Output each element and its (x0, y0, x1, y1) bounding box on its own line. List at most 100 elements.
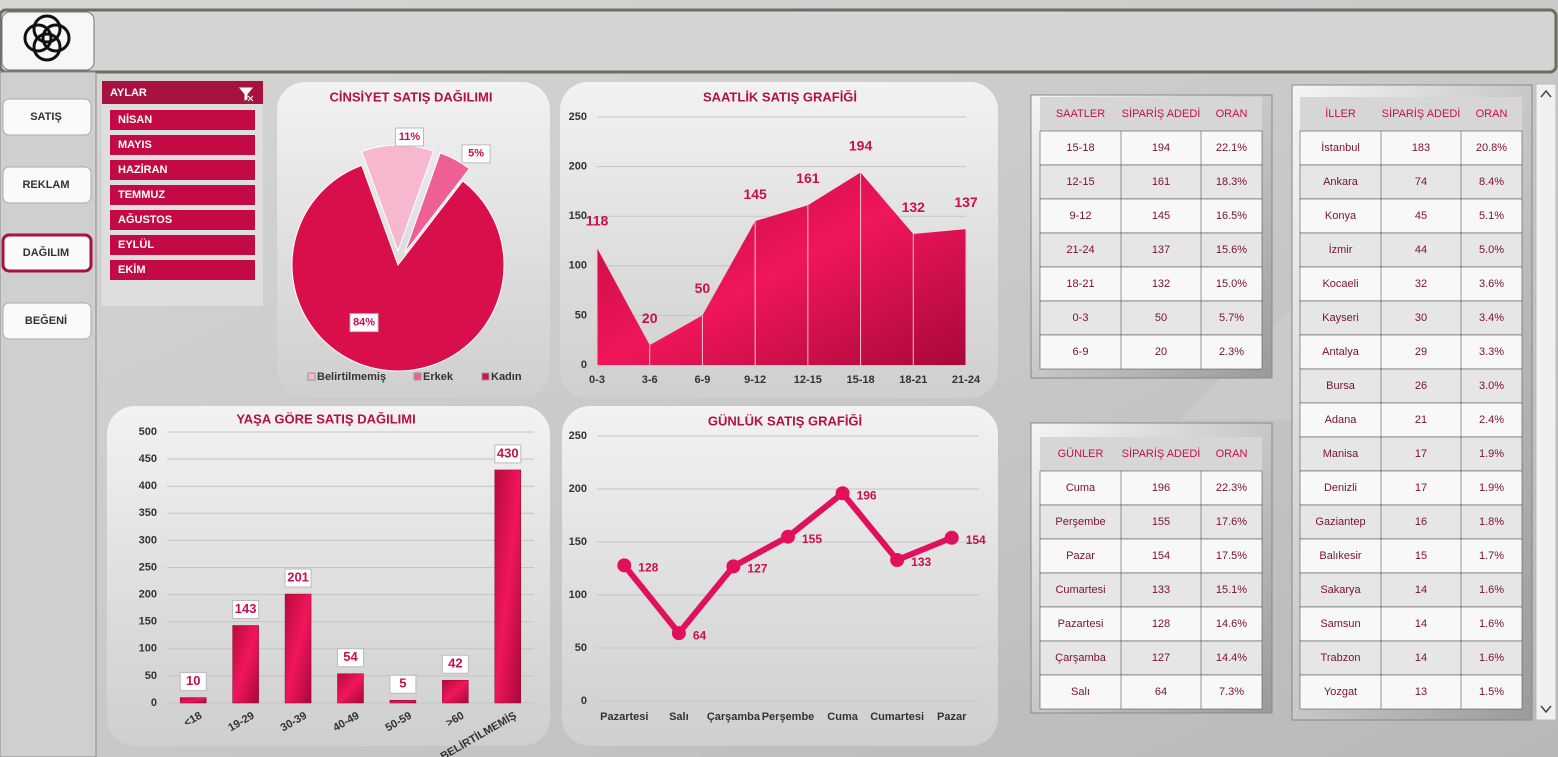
table-header-cell: İLLER (1325, 107, 1356, 120)
data-label: 154 (966, 533, 986, 547)
table-cell: 17 (1415, 482, 1427, 494)
bar (494, 469, 522, 704)
table-cell: 15.6% (1216, 244, 1247, 256)
legend-swatch (307, 372, 316, 381)
table-row (1039, 674, 1263, 710)
table-row (1299, 164, 1523, 200)
table-cell: 1.6% (1479, 652, 1504, 664)
table-cell: Konya (1325, 210, 1357, 222)
slicer-item-label: MAYIS (118, 139, 152, 151)
table-row (1299, 232, 1523, 268)
filter-clear-icon[interactable] (238, 87, 254, 102)
y-tick-label: 200 (569, 161, 587, 173)
table-cell: 14 (1415, 652, 1427, 664)
data-label-box (284, 568, 312, 588)
table-cell: 17.5% (1216, 550, 1247, 562)
slicer-item-label: AĞUSTOS (118, 213, 172, 226)
table-row (1039, 232, 1263, 268)
table-cell: 74 (1415, 176, 1427, 188)
slicer-item[interactable] (110, 160, 255, 180)
point (671, 626, 686, 641)
table-row (1039, 470, 1263, 506)
table-cell: Salı (1071, 686, 1090, 698)
table-cell: Denizli (1324, 482, 1357, 494)
x-tick-label: 12-15 (794, 374, 822, 386)
table-row (1299, 674, 1523, 710)
data-label-box (395, 127, 425, 147)
y-tick-label: 50 (145, 670, 157, 682)
scroll-arrows (1540, 89, 1552, 714)
nav-button[interactable] (2, 166, 92, 204)
data-label: 128 (638, 560, 658, 574)
y-tick-label: 300 (139, 534, 157, 546)
table-header-cell: ORAN (1476, 108, 1508, 120)
slicer-item-label: EYLÜL (118, 238, 154, 251)
table-cell: İstanbul (1321, 141, 1360, 154)
x-tick-label: Perşembe (762, 711, 815, 723)
slicer-item-label: NİSAN (118, 113, 152, 126)
x-tick-label: 0-3 (589, 374, 605, 386)
data-label: 54 (343, 649, 358, 664)
slicer-item[interactable] (110, 185, 255, 205)
chart-title: CİNSİYET SATIŞ DAĞILIMI (330, 89, 493, 104)
x-tick-label: 9-12 (744, 374, 766, 386)
table-cell: 196 (1152, 482, 1170, 494)
table-cell: 45 (1415, 210, 1427, 222)
table-cell: 145 (1152, 210, 1170, 222)
legend-label: Erkek (423, 371, 454, 383)
nav-button[interactable] (2, 98, 92, 136)
table-cell: 17.6% (1216, 516, 1247, 528)
scrollbar[interactable] (1535, 83, 1557, 721)
bar (337, 673, 364, 704)
table-row (1299, 470, 1523, 506)
table-row (1039, 130, 1263, 166)
y-tick-label: 350 (139, 507, 157, 519)
data-label: 155 (802, 532, 822, 546)
data-label: 50 (695, 280, 711, 296)
chart-title: GÜNLÜK SATIŞ GRAFİĞİ (708, 413, 862, 428)
slicer-item[interactable] (110, 210, 255, 230)
table-row (1039, 266, 1263, 302)
y-tick-label: 100 (569, 589, 587, 601)
point (726, 559, 741, 574)
slicer-item-label: HAZİRAN (118, 163, 168, 176)
data-label-box (461, 144, 491, 164)
slicer-item[interactable] (110, 135, 255, 155)
slicer-item[interactable] (110, 110, 255, 130)
data-label-box (232, 599, 260, 619)
slicer-item-label: TEMMUZ (118, 189, 165, 201)
table-cell: 154 (1152, 550, 1170, 562)
table-row (1039, 504, 1263, 540)
table-cell: 5.7% (1219, 312, 1244, 324)
table-header-cell: ORAN (1216, 108, 1248, 120)
data-label: 201 (287, 569, 309, 584)
data-label: 84% (353, 317, 375, 329)
slicer-item[interactable] (110, 260, 255, 280)
nav-button[interactable] (2, 302, 92, 340)
y-tick-label: 50 (575, 309, 587, 321)
table-cell: İzmir (1329, 243, 1353, 256)
table-cell: Adana (1325, 414, 1358, 426)
x-tick-label: 3-6 (642, 374, 658, 386)
table-cell: 29 (1415, 346, 1427, 358)
slicer-item[interactable] (110, 235, 255, 255)
table-row (1299, 334, 1523, 370)
table-cell: 3.4% (1479, 312, 1504, 324)
table-cell: 20.8% (1476, 142, 1507, 154)
table-cell: 1.9% (1479, 448, 1504, 460)
table-cell: 16.5% (1216, 210, 1247, 222)
nav-label: DAĞILIM (23, 246, 69, 259)
table-cell: 3.0% (1479, 380, 1504, 392)
bar (232, 625, 259, 704)
nav-button[interactable] (1, 233, 93, 273)
area (597, 172, 966, 365)
table-row (1039, 300, 1263, 336)
y-tick-label: 200 (139, 589, 157, 601)
table-cell: Bursa (1326, 380, 1356, 392)
data-label: 196 (857, 488, 877, 502)
table-cell: 44 (1415, 244, 1427, 256)
table-row (1039, 334, 1263, 370)
y-tick-label: 250 (569, 430, 587, 442)
data-label: 133 (911, 555, 931, 569)
